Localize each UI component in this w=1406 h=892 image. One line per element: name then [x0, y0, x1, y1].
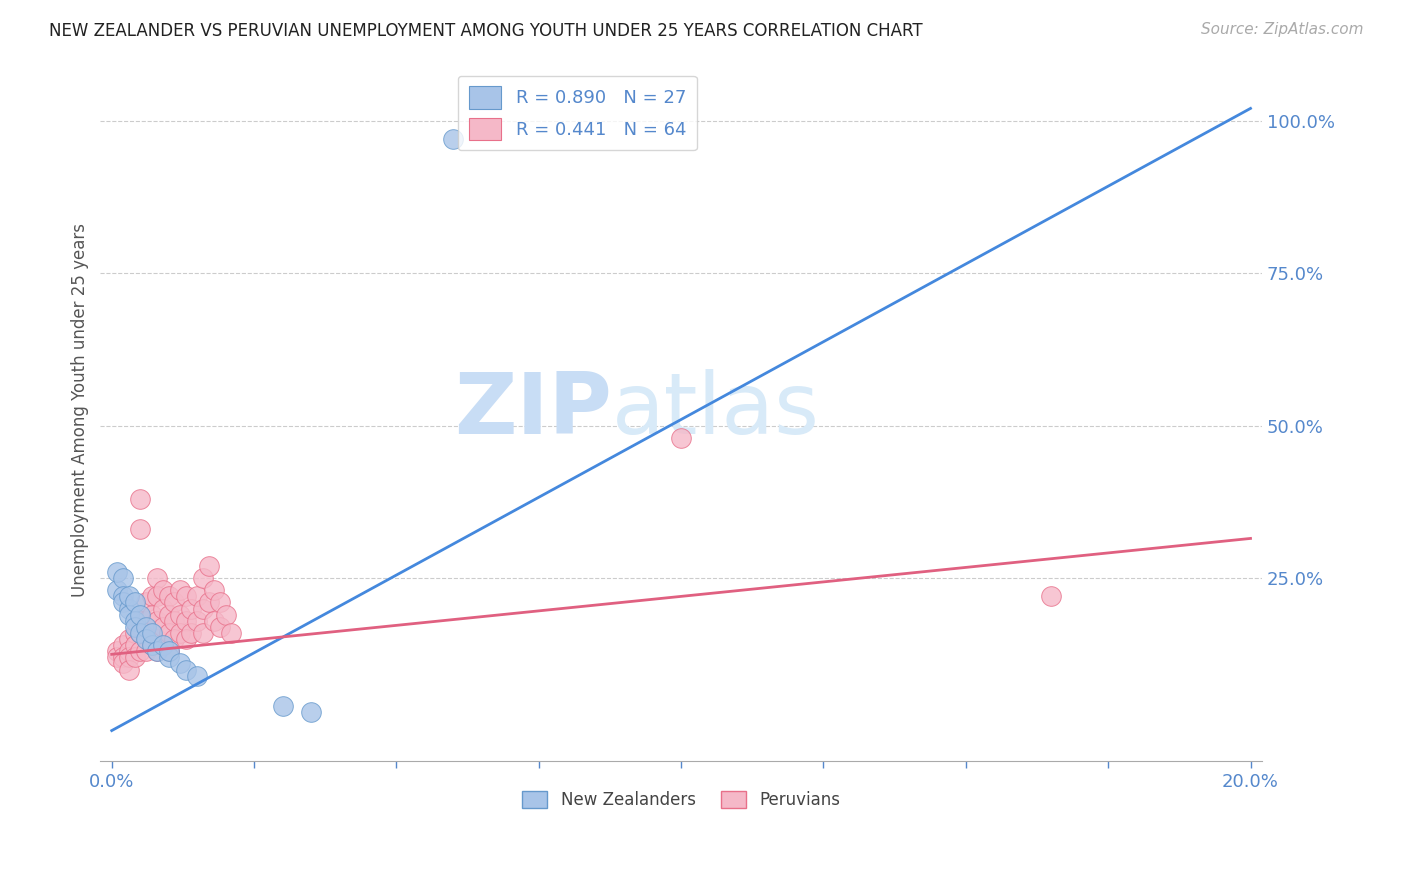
Point [299, 706, 322, 720]
Point [271, 699, 294, 714]
Point [129, 644, 152, 658]
Point [141, 590, 163, 604]
Point [146, 590, 169, 604]
Point [186, 668, 208, 682]
Point [174, 590, 197, 604]
Point [129, 491, 152, 506]
Point [135, 632, 157, 646]
Y-axis label: Unemployment Among Youth under 25 years: Unemployment Among Youth under 25 years [72, 223, 89, 598]
Point [169, 583, 191, 598]
Point [157, 607, 180, 622]
Legend: New Zealanders, Peruvians: New Zealanders, Peruvians [516, 784, 846, 816]
Point [118, 601, 141, 615]
Point [124, 650, 146, 665]
Point [169, 626, 191, 640]
Point [118, 590, 141, 604]
Point [141, 638, 163, 652]
Point [141, 626, 163, 640]
Point [157, 626, 180, 640]
Point [107, 565, 129, 579]
Point [135, 632, 157, 646]
Point [107, 583, 129, 598]
Point [202, 614, 225, 628]
Point [186, 590, 208, 604]
Point [163, 595, 186, 609]
Point [174, 614, 197, 628]
Point [157, 644, 180, 658]
Point [146, 614, 169, 628]
Point [135, 614, 157, 628]
Point [180, 601, 202, 615]
Point [152, 601, 174, 615]
Point [112, 650, 135, 665]
Point [124, 595, 146, 609]
Point [112, 595, 135, 609]
Point [669, 431, 692, 445]
Point [112, 657, 135, 671]
Point [118, 663, 141, 677]
Point [118, 632, 141, 646]
Point [146, 571, 169, 585]
Point [191, 571, 214, 585]
Point [191, 601, 214, 615]
Point [107, 650, 129, 665]
Text: atlas: atlas [612, 368, 820, 452]
Point [157, 650, 180, 665]
Point [208, 595, 231, 609]
Point [129, 626, 152, 640]
Point [169, 607, 191, 622]
Point [118, 607, 141, 622]
Point [221, 626, 243, 640]
Point [135, 595, 157, 609]
Point [163, 614, 186, 628]
Point [112, 638, 135, 652]
Point [118, 650, 141, 665]
Point [112, 571, 135, 585]
Point [157, 644, 180, 658]
Point [118, 644, 141, 658]
Point [141, 638, 163, 652]
Point [152, 620, 174, 634]
Point [152, 638, 174, 652]
Point [1040, 590, 1063, 604]
Point [174, 663, 197, 677]
Point [129, 614, 152, 628]
Text: ZIP: ZIP [454, 368, 612, 452]
Point [146, 632, 169, 646]
Text: Source: ZipAtlas.com: Source: ZipAtlas.com [1201, 22, 1364, 37]
Point [197, 558, 219, 573]
Point [112, 590, 135, 604]
Point [152, 583, 174, 598]
Point [157, 590, 180, 604]
Point [107, 644, 129, 658]
Point [124, 620, 146, 634]
Point [202, 583, 225, 598]
Point [124, 614, 146, 628]
Point [163, 632, 186, 646]
Point [129, 607, 152, 622]
Point [169, 657, 191, 671]
Point [186, 614, 208, 628]
Point [135, 644, 157, 658]
Point [208, 620, 231, 634]
Point [146, 644, 169, 658]
Point [135, 620, 157, 634]
Point [141, 607, 163, 622]
Point [124, 626, 146, 640]
Text: NEW ZEALANDER VS PERUVIAN UNEMPLOYMENT AMONG YOUTH UNDER 25 YEARS CORRELATION CH: NEW ZEALANDER VS PERUVIAN UNEMPLOYMENT A… [49, 22, 922, 40]
Point [191, 626, 214, 640]
Point [197, 595, 219, 609]
Point [141, 626, 163, 640]
Point [441, 132, 464, 146]
Point [124, 638, 146, 652]
Point [129, 522, 152, 536]
Point [129, 626, 152, 640]
Point [146, 644, 169, 658]
Point [152, 638, 174, 652]
Point [214, 607, 236, 622]
Point [180, 626, 202, 640]
Point [174, 632, 197, 646]
